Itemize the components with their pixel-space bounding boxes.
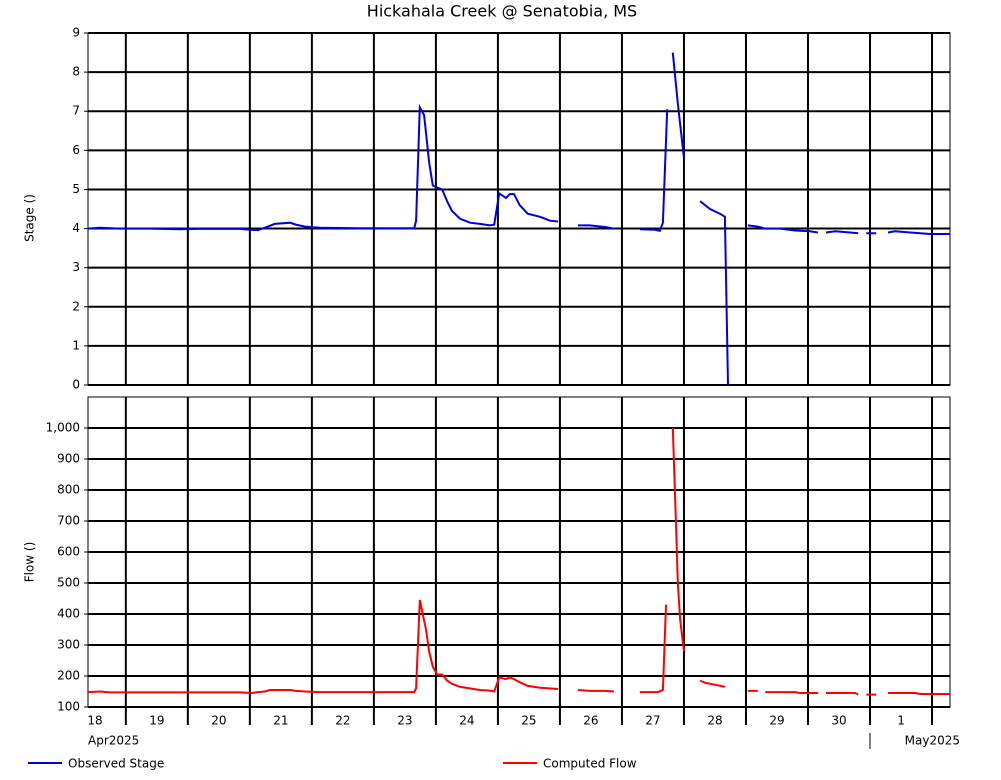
data-line	[87, 427, 950, 696]
x-tick-label: 1	[897, 714, 905, 728]
x-tick-label: 20	[211, 714, 226, 728]
y-tick-label: 700	[57, 514, 80, 528]
y-tick-label: 100	[57, 700, 80, 714]
y-tick-label: 600	[57, 545, 80, 559]
y-axis-label: Flow ()	[23, 542, 37, 583]
x-tick-label: 28	[707, 714, 722, 728]
y-tick-label: 6	[72, 143, 80, 157]
y-tick-label: 800	[57, 483, 80, 497]
chart-title: Hickahala Creek @ Senatobia, MS	[367, 2, 637, 21]
x-tick-label: 19	[149, 714, 164, 728]
y-tick-label: 3	[72, 260, 80, 274]
y-tick-label: 2	[72, 299, 80, 313]
legend-label: Observed Stage	[68, 757, 164, 771]
y-tick-label: 1,000	[46, 421, 80, 435]
y-tick-label: 7	[72, 104, 80, 118]
y-tick-label: 4	[72, 221, 80, 235]
y-tick-label: 200	[57, 669, 80, 683]
x-tick-label: 18	[87, 714, 102, 728]
x-tick-label: 26	[583, 714, 598, 728]
y-tick-label: 500	[57, 576, 80, 590]
legend-label: Computed Flow	[543, 757, 637, 771]
y-tick-label: 900	[57, 452, 80, 466]
x-tick-label: 22	[335, 714, 350, 728]
month-label: Apr2025	[88, 734, 139, 748]
x-tick-label: 21	[273, 714, 288, 728]
y-tick-label: 300	[57, 638, 80, 652]
x-tick-label: 24	[459, 714, 474, 728]
x-tick-label: 25	[521, 714, 536, 728]
y-tick-label: 8	[72, 65, 80, 79]
y-tick-label: 1	[72, 338, 80, 352]
y-tick-label: 0	[72, 378, 80, 392]
x-tick-label: 23	[397, 714, 412, 728]
data-line	[87, 52, 950, 386]
y-tick-label: 400	[57, 607, 80, 621]
x-tick-label: 27	[645, 714, 660, 728]
x-tick-label: 29	[769, 714, 784, 728]
y-tick-label: 5	[72, 182, 80, 196]
plot-frame	[87, 32, 951, 386]
plot-frame	[87, 396, 951, 708]
x-tick-label: 30	[831, 714, 846, 728]
month-label: May2025	[905, 734, 960, 748]
y-tick-label: 9	[72, 26, 80, 40]
y-axis-label: Stage ()	[23, 194, 37, 242]
